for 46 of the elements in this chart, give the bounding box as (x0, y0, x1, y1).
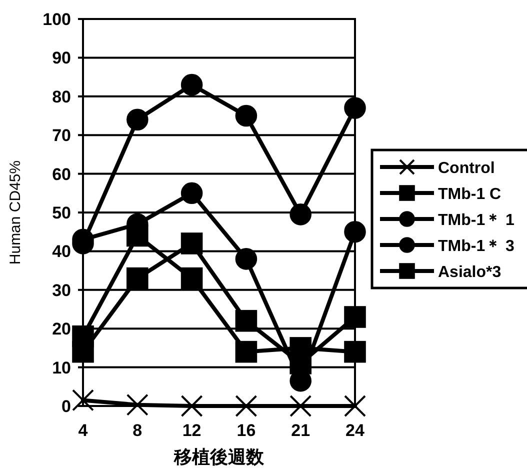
point (126, 267, 148, 290)
point (344, 306, 366, 328)
y-tick-label: 70 (52, 126, 71, 146)
legend-label: TMb-1 C (438, 186, 502, 203)
y-tick-label: 0 (62, 397, 71, 416)
y-tick-label: 10 (52, 358, 71, 378)
point (180, 395, 203, 417)
point (126, 108, 148, 131)
point (180, 74, 203, 96)
point (235, 340, 258, 363)
point (72, 340, 94, 363)
point (235, 310, 258, 332)
point (235, 104, 258, 127)
x-tick-label: 12 (182, 421, 202, 440)
y-tick-label: 40 (52, 242, 71, 262)
x-tick-label: 4 (78, 421, 88, 440)
x-tick-label: 21 (291, 421, 310, 440)
x-tick-label: 8 (132, 421, 142, 440)
y-tick-label: 90 (52, 48, 71, 68)
point (290, 395, 312, 417)
point (290, 204, 312, 226)
point (344, 97, 366, 119)
y-axis-title: Human CD45% (7, 160, 24, 265)
y-tick-label: 80 (52, 87, 71, 106)
x-tick-label: 24 (346, 421, 365, 440)
point (344, 220, 366, 243)
point (344, 340, 366, 363)
legend-label: TMb-1＊ 3 (438, 238, 515, 255)
point (180, 182, 203, 204)
point (72, 389, 94, 412)
point (180, 267, 203, 290)
point (126, 394, 148, 416)
x-axis-title: 移植後週数 (173, 447, 265, 467)
point (235, 395, 258, 417)
point (180, 232, 203, 254)
legend-label: Asialo*3 (438, 264, 502, 281)
legend-label: TMb-1＊ 1 (438, 212, 515, 229)
point (235, 248, 258, 270)
point (344, 395, 366, 417)
x-tick-label: 16 (236, 421, 256, 440)
legend-label: Control (438, 160, 495, 177)
y-tick-label: 60 (52, 164, 71, 184)
y-tick-label: 50 (52, 204, 71, 222)
y-tick-label: 100 (42, 10, 71, 29)
y-tick-label: 30 (52, 280, 71, 300)
y-tick-label: 20 (52, 320, 71, 339)
